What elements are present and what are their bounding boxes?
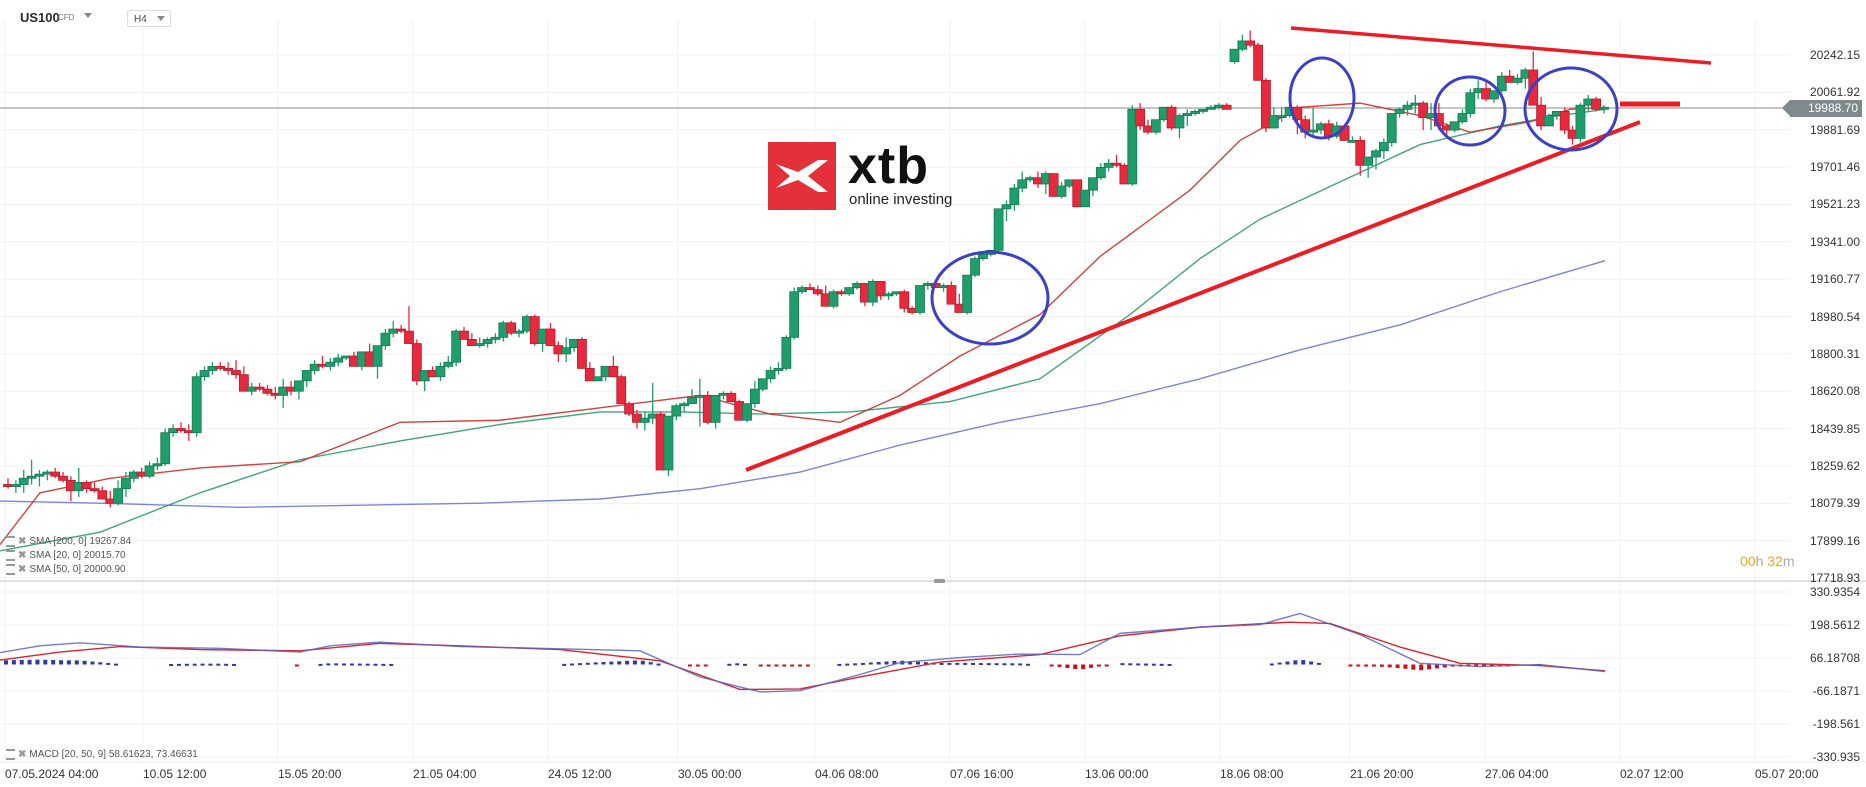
price-axis-label: 18259.62 [1809,458,1860,473]
timeframe-select[interactable]: H4 [127,10,171,27]
price-axis-label: 18800.31 [1809,346,1860,361]
price-axis-label: 19701.46 [1809,160,1860,175]
panel-resize-handle[interactable] [934,579,945,583]
close-icon[interactable]: ✖ [18,749,27,761]
time-axis-label: 21.05 04:00 [413,767,477,781]
close-icon[interactable]: ✖ [18,564,27,576]
price-axis-label: 18620.08 [1809,384,1860,399]
settings-icon[interactable] [6,749,15,760]
time-axis-label: 04.06 08:00 [815,767,879,781]
price-axis-label: 19881.69 [1809,122,1860,137]
brand-tagline: online investing [849,191,953,208]
price-axis-label: 17899.16 [1809,533,1860,548]
time-axis-label: 02.07 12:00 [1620,767,1684,781]
time-axis-label: 05.07 20:00 [1755,767,1819,781]
price-axis-label: 18079.39 [1809,496,1860,511]
macd-axis-label: -66.1871 [1812,684,1860,698]
price-axis-label: 20242.15 [1809,48,1860,62]
time-axis-label: 13.06 00:00 [1085,767,1149,781]
current-price-tag: 19988.70 [1782,100,1862,117]
time-axis-label: 18.06 08:00 [1220,767,1284,781]
sma50-line [0,108,1606,552]
xtb-logo [768,142,836,210]
price-axis-label: 18439.85 [1809,421,1860,436]
price-axis-label: 17718.93 [1809,571,1860,586]
time-axis-label: 07.06 16:00 [950,767,1014,781]
macd-axis-label: -330.935 [1812,750,1860,764]
settings-icon[interactable] [6,550,15,561]
sma20-line [0,102,1606,546]
brand-wordmark: xtb [848,137,929,195]
time-axis-label: 27.06 04:00 [1485,767,1549,781]
macd-axis-label: -198.561 [1812,717,1860,731]
legend-sma200[interactable]: ✖ SMA [200, 0] 19267.84 [6,536,131,547]
legend-macd[interactable]: ✖ MACD [20, 50, 9] 58.61623, 73.46631 [6,749,198,760]
macd-axis-label: 66.18708 [1809,651,1860,665]
price-axis-label: 19160.77 [1809,272,1860,287]
sma200-line [0,259,1606,508]
time-axis-label: 10.05 12:00 [143,767,207,781]
macd-panel [0,612,1606,693]
xtb-logo-mark-icon [768,142,836,210]
close-icon[interactable]: ✖ [18,536,27,548]
macd-axis-label: 198.5612 [1809,618,1860,632]
price-axis-label: 19521.23 [1809,197,1860,212]
time-axis-label: 30.05 00:00 [678,767,742,781]
price-axis-label: 18980.54 [1809,309,1860,324]
price-axis-label: 19341.00 [1809,234,1860,249]
instrument-type: CFD [58,13,75,22]
timeframe-value: H4 [134,14,147,25]
time-axis-label: 15.05 20:00 [278,767,342,781]
candlesticks [3,30,1609,508]
legend-sma20[interactable]: ✖ SMA [20, 0] 20015.70 [6,550,126,561]
legend-sma50[interactable]: ✖ SMA [50, 0] 20000.90 [6,564,126,575]
annotations [745,26,1712,472]
chevron-down-icon [157,16,165,21]
settings-icon[interactable] [6,564,15,575]
candle-countdown-timer: 00h 32m [1740,553,1795,569]
settings-icon[interactable] [6,536,15,547]
time-axis-label: 24.05 12:00 [548,767,612,781]
symbol-name[interactable]: US100 [20,10,60,25]
price-axis-label: 20061.92 [1809,85,1860,100]
close-icon[interactable]: ✖ [18,550,27,562]
symbol-dropdown-chevron-icon[interactable] [84,13,92,18]
time-axis-label: 07.05.2024 04:00 [5,767,99,781]
time-axis-label: 21.06 20:00 [1350,767,1414,781]
top-bar: US100 CFD H4 [0,0,1866,30]
macd-axis-label: 330.9354 [1809,585,1860,599]
